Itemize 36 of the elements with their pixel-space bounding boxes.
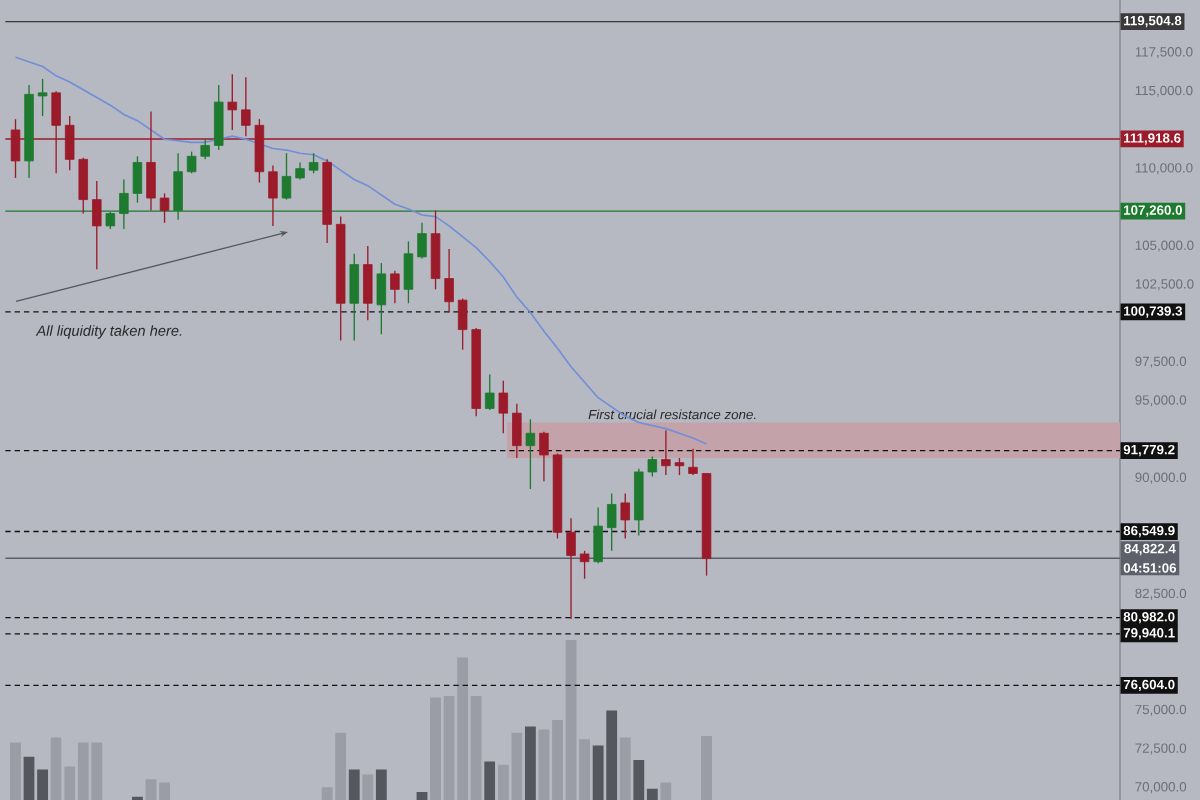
candlestick	[227, 73, 238, 131]
candlestick	[363, 245, 373, 321]
candlestick	[159, 192, 170, 224]
candlestick	[539, 431, 549, 482]
candlestick	[281, 152, 292, 201]
bar	[50, 737, 62, 800]
bar	[701, 736, 712, 800]
candlestick	[485, 373, 495, 411]
candlestick	[390, 270, 400, 304]
bar	[484, 761, 496, 800]
candlestick	[525, 418, 536, 490]
candlestick	[688, 448, 698, 476]
candlestick	[512, 403, 522, 459]
candlestick	[349, 253, 359, 342]
candlestick	[417, 222, 427, 260]
candlestick	[92, 180, 102, 270]
candlestick	[37, 78, 48, 117]
bar	[10, 742, 21, 800]
bar	[660, 782, 672, 800]
candlestick	[214, 84, 224, 151]
bar	[362, 774, 374, 800]
candlestick	[376, 262, 387, 335]
candlestick	[606, 492, 617, 552]
candlestick	[268, 164, 278, 227]
candlestick	[403, 240, 414, 304]
candlestick	[593, 506, 603, 564]
bar	[375, 769, 387, 800]
bar	[416, 792, 428, 800]
candlestick	[308, 152, 319, 174]
candlestick	[620, 492, 630, 540]
bar	[619, 737, 631, 800]
candlestick	[579, 550, 590, 580]
bar	[348, 769, 360, 800]
candlestick	[498, 379, 509, 434]
candlestick	[566, 517, 576, 620]
bar	[524, 726, 536, 800]
